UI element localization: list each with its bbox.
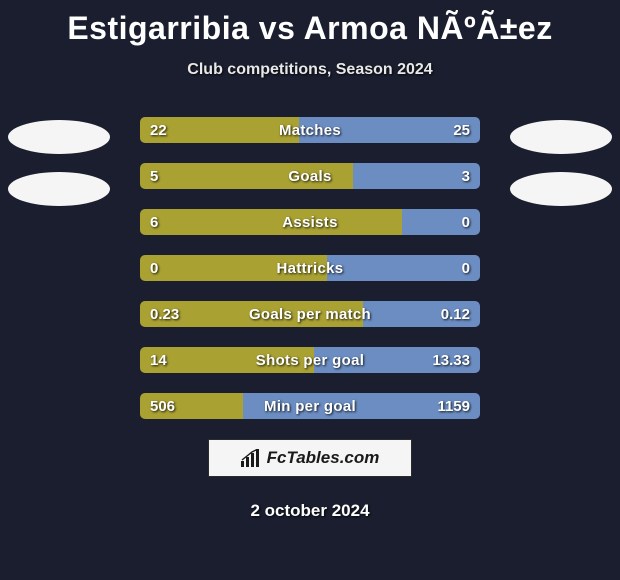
avatar-placeholder (510, 172, 612, 206)
stat-row: 1413.33Shots per goal (140, 347, 480, 373)
stat-label: Matches (140, 117, 480, 143)
branding-text: FcTables.com (267, 448, 380, 468)
chart-icon (241, 449, 261, 467)
avatar-placeholder (8, 120, 110, 154)
stats-table: 2225Matches 53Goals 60Assists 00Hattricks 0.… (140, 117, 480, 419)
stat-label: Goals per match (140, 301, 480, 327)
stat-label: Shots per goal (140, 347, 480, 373)
stat-label: Assists (140, 209, 480, 235)
stat-row: 60Assists (140, 209, 480, 235)
stat-label: Goals (140, 163, 480, 189)
stat-row: 5061159Min per goal (140, 393, 480, 419)
stat-label: Hattricks (140, 255, 480, 281)
page-title: Estigarribia vs Armoa NÃºÃ±ez (0, 0, 620, 47)
stat-row: 53Goals (140, 163, 480, 189)
date-text: 2 october 2024 (0, 501, 620, 521)
stat-row: 00Hattricks (140, 255, 480, 281)
avatar-placeholder (510, 120, 612, 154)
stat-row: 2225Matches (140, 117, 480, 143)
avatar-placeholder (8, 172, 110, 206)
branding-badge: FcTables.com (208, 439, 412, 477)
stat-label: Min per goal (140, 393, 480, 419)
subtitle: Club competitions, Season 2024 (0, 61, 620, 79)
stat-row: 0.230.12Goals per match (140, 301, 480, 327)
